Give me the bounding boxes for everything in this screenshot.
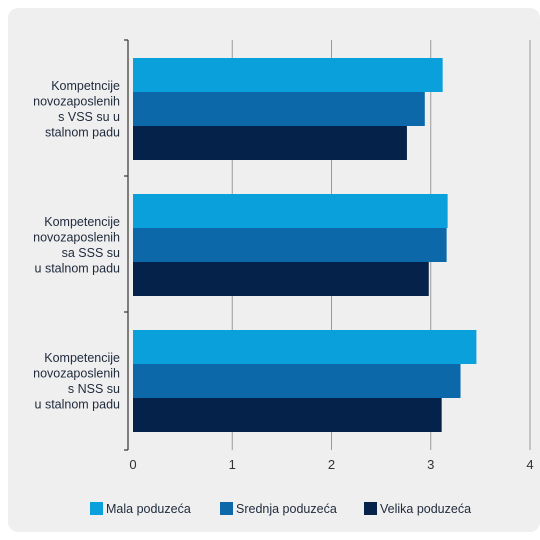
legend: Mala poduzeća Srednja poduzeća Velika podu… (90, 502, 471, 516)
legend-swatch (90, 502, 103, 515)
x-tick-labels: 0 1 2 3 4 (129, 457, 533, 472)
x-tick-label: 4 (526, 457, 533, 472)
legend-swatch (220, 502, 233, 515)
bar (133, 398, 442, 432)
category-label-line: Kompetencije (44, 215, 120, 229)
category-label-line: stalnom padu (45, 125, 120, 139)
x-tick-label: 1 (229, 457, 236, 472)
category-label-line: Kompetncije (51, 79, 120, 93)
x-tick-label: 3 (427, 457, 434, 472)
category-label-line: Kompetencije (44, 351, 120, 365)
legend-item: Velika poduzeća (364, 502, 471, 516)
category-labels: Kompetncije novozaposlenih s VSS su u staln… (33, 79, 120, 412)
bar (133, 126, 407, 160)
category-label: Kompetencije novozaposlenih s NSS su u stal… (33, 351, 120, 412)
category-label: Kompetncije novozaposlenih s VSS su u staln… (33, 79, 120, 140)
legend-label: Mala poduzeća (106, 502, 191, 516)
bar (133, 262, 429, 296)
legend-item: Mala poduzeća (90, 502, 191, 516)
bar (133, 58, 443, 92)
category-label-line: s VSS su u (58, 110, 120, 124)
bar (133, 228, 447, 262)
category-label: Kompetencije novozaposlenih sa SSS su u sta… (33, 215, 120, 276)
category-label-line: u stalnom padu (35, 261, 121, 275)
bar (133, 92, 425, 126)
legend-item: Srednja poduzeća (220, 502, 337, 516)
category-label-line: u stalnom padu (35, 397, 121, 411)
bar (133, 194, 448, 228)
x-tick-label: 2 (328, 457, 335, 472)
y-axis (124, 39, 129, 451)
category-label-line: s NSS su (68, 382, 120, 396)
category-label-line: sa SSS su (62, 246, 120, 260)
x-tick-label: 0 (129, 457, 136, 472)
bars (133, 58, 477, 432)
bar (133, 364, 461, 398)
category-label-line: novozaposlenih (33, 230, 120, 244)
legend-label: Srednja poduzeća (236, 502, 337, 516)
legend-swatch (364, 502, 377, 515)
legend-label: Velika poduzeća (380, 502, 471, 516)
category-label-line: novozaposlenih (33, 366, 120, 380)
category-label-line: novozaposlenih (33, 94, 120, 108)
bar (133, 330, 477, 364)
